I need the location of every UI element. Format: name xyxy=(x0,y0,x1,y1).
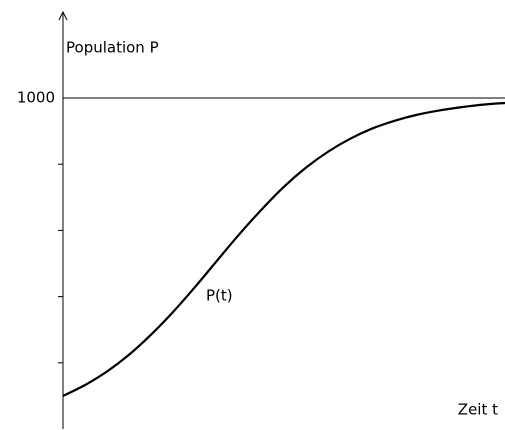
y-axis-arrow xyxy=(58,10,68,21)
y-axis-label: Population P xyxy=(66,39,159,57)
curve xyxy=(62,101,505,397)
series-label: P(t) xyxy=(206,287,233,305)
y-tick-label: 1000 xyxy=(17,89,55,107)
x-axis-label: Zeit t xyxy=(458,401,498,419)
